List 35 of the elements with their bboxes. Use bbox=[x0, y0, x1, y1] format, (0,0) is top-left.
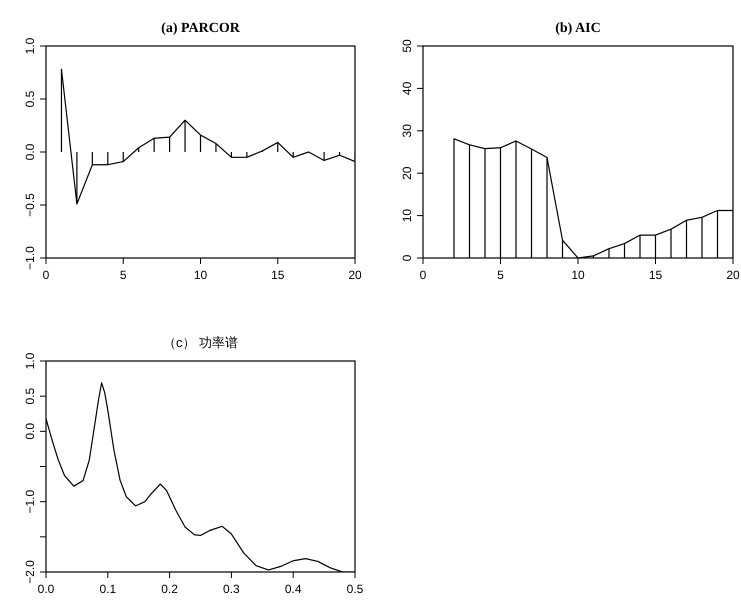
x-tick-label: 5 bbox=[497, 268, 504, 282]
y-tick-label: −1.0 bbox=[23, 246, 37, 270]
y-tick-label: −0.5 bbox=[23, 192, 37, 217]
x-tick-label: 0.2 bbox=[161, 582, 178, 596]
x-tick-label: 10 bbox=[194, 268, 208, 282]
x-tick-label: 15 bbox=[271, 268, 285, 282]
y-tick-label: 40 bbox=[400, 81, 414, 96]
chart-title: （c） 功率谱 bbox=[162, 335, 238, 350]
y-tick-label: 0.0 bbox=[23, 422, 37, 440]
x-tick-label: 0.3 bbox=[223, 582, 240, 596]
x-tick-label: 0 bbox=[420, 268, 427, 282]
x-tick-label: 0.1 bbox=[99, 582, 116, 596]
x-tick-label: 0.4 bbox=[284, 582, 302, 596]
chart-title: (a) PARCOR bbox=[161, 21, 241, 36]
y-tick-label: 0.0 bbox=[23, 143, 37, 160]
x-tick-label: 10 bbox=[571, 268, 585, 282]
x-tick-label: 0.5 bbox=[346, 582, 364, 596]
y-tick-label: 10 bbox=[400, 208, 414, 222]
y-tick-label: −1.0 bbox=[23, 490, 37, 514]
x-tick-label: 5 bbox=[120, 268, 127, 282]
y-tick-label: 1.0 bbox=[23, 37, 37, 54]
y-tick-label: 1.0 bbox=[23, 352, 37, 370]
y-tick-label: 0 bbox=[400, 254, 414, 262]
y-tick-label: 50 bbox=[400, 39, 414, 53]
y-tick-label: 30 bbox=[400, 124, 414, 138]
x-tick-label: 15 bbox=[648, 268, 662, 282]
x-tick-label: 20 bbox=[348, 268, 362, 282]
y-tick-label: 20 bbox=[400, 166, 414, 180]
x-tick-label: 20 bbox=[726, 268, 740, 282]
y-tick-label: −2.0 bbox=[23, 560, 37, 584]
x-tick-label: 0 bbox=[42, 268, 50, 282]
y-tick-label: 0.5 bbox=[23, 388, 37, 405]
y-tick-label: 0.5 bbox=[23, 90, 37, 108]
chart-title: (b) AIC bbox=[555, 21, 601, 36]
x-tick-label: 0.0 bbox=[38, 582, 55, 596]
